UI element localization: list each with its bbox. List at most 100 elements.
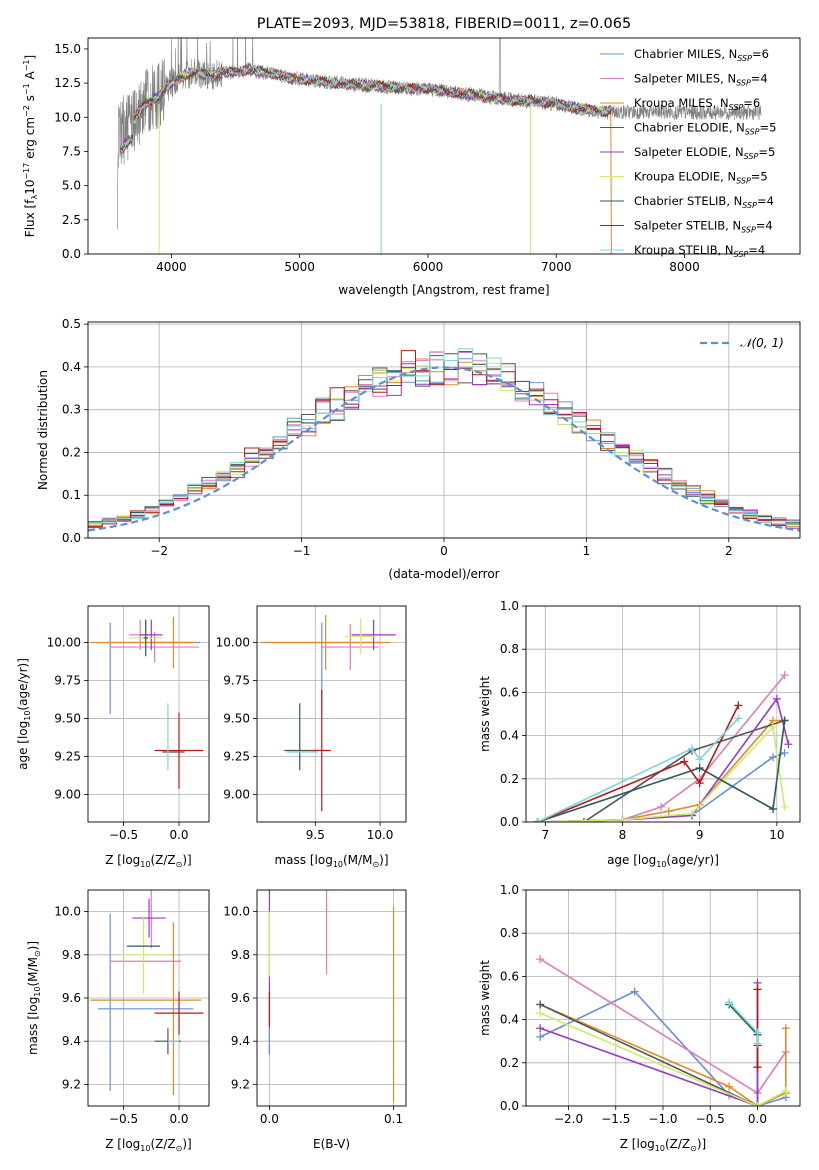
y-tick-label: 0.1 (62, 488, 81, 502)
y-tick-label: 9.2 (231, 1077, 250, 1091)
legend-entry: Chabrier ELODIE, NSSP=5 (634, 121, 776, 137)
weight-point-salpeter-elodie (784, 740, 793, 749)
weight-point-kroupa-stelib (753, 1039, 762, 1048)
x-axis-label: Z [log10(Z/Z⊙)] (620, 1137, 706, 1153)
y-tick-label: 2.5 (62, 213, 81, 227)
y-axis-label: mass [log10(M/M⊙)] (26, 941, 42, 1055)
weight-point-kroupa-miles (664, 807, 673, 816)
plot-area (88, 606, 209, 822)
y-tick-label: 0.2 (62, 445, 81, 459)
y-tick-label: 10.0 (54, 110, 81, 124)
weight-point-salpeter-stelib (734, 701, 743, 710)
weight-point-chabrier-elodie (536, 1000, 545, 1009)
x-tick-label: 8 (619, 828, 627, 842)
y-tick-label: 9.75 (54, 674, 81, 688)
weight-point-kroupa-stelib (734, 714, 743, 723)
y-axis-label: mass weight (478, 960, 492, 1036)
weight-point-chabrier-miles (780, 748, 789, 757)
y-tick-label: 0.6 (500, 969, 519, 983)
weight-point-kroupa-stelib (753, 1028, 762, 1037)
histogram-chabrier-stelib (88, 351, 800, 526)
weight-point-kroupa-elodie (781, 1086, 790, 1095)
x-axis-label: E(B-V) (313, 1137, 350, 1151)
weight-point-chabrier-miles (536, 1032, 545, 1041)
y-tick-label: 9.4 (62, 1034, 81, 1048)
y-tick-label: 10.00 (47, 636, 81, 650)
x-tick-label: 7000 (541, 260, 572, 274)
y-tick-label: 9.00 (54, 788, 81, 802)
weight-line-chabrier-stelib (537, 720, 786, 822)
x-axis-label: Z [log10(Z/Z⊙)] (105, 1137, 191, 1153)
y-axis-label: mass weight (478, 676, 492, 752)
axes-frame (87, 37, 801, 255)
x-tick-label: 0.0 (169, 1112, 188, 1126)
weight-point-salpeter-miles (536, 955, 545, 964)
plot-area (526, 606, 800, 822)
plot-area (257, 890, 406, 1106)
y-tick-label: 9.25 (54, 750, 81, 764)
weight-point-kroupa-elodie (618, 815, 627, 822)
mass-vs-metallicity-panel: −0.5 0.0 9.2 9.4 9.6 9.8 10.0 Z [log10(Z/Z⊙)] ma… (26, 889, 210, 1153)
x-axis-label: (data-model)/error (388, 567, 499, 581)
y-axis-label: age [log10(age/yr)] (16, 658, 32, 770)
y-tick-label: 5.0 (62, 179, 81, 193)
y-tick-label: 9.6 (231, 991, 250, 1005)
axes-frame (87, 889, 210, 1107)
weight-point-kroupa-miles (725, 1082, 734, 1091)
plot-area (257, 606, 406, 822)
y-tick-label: 10.00 (216, 636, 250, 650)
y-tick-label: 0.0 (500, 815, 519, 829)
y-tick-label: 9.00 (223, 788, 250, 802)
y-axis-label: Normed distribution (36, 370, 50, 490)
y-tick-label: 0.4 (500, 1013, 519, 1027)
mass-vs-ebv-panel: 0.0 0.1 9.2 9.4 9.6 9.8 10.0 E(B-V) (223, 889, 407, 1151)
weight-line-kroupa-miles (539, 1003, 787, 1106)
axes-frame (87, 321, 801, 539)
y-tick-label: 9.25 (223, 750, 250, 764)
y-tick-label: 9.8 (62, 948, 81, 962)
x-tick-label: −0.5 (696, 1112, 725, 1126)
plot-area (117, 38, 762, 254)
weight-point-chabrier-stelib (768, 805, 777, 814)
spectrum-panel: 4000 5000 6000 7000 8000 0.0 2.5 5.0 7.5 10.0 12.5… (22, 16, 801, 297)
weight-point-salpeter-stelib (695, 779, 704, 788)
y-tick-label: 0.4 (500, 729, 519, 743)
x-tick-label: −1 (293, 544, 311, 558)
weight-line-salpeter-stelib (537, 705, 740, 822)
x-tick-label: 7 (541, 828, 549, 842)
weight-point-kroupa-elodie (687, 809, 696, 818)
x-tick-label: 2 (725, 544, 733, 558)
weight-point-salpeter-miles (657, 802, 666, 811)
model-end-line (610, 114, 612, 254)
y-tick-label: 9.75 (223, 674, 250, 688)
x-tick-label: 0.0 (748, 1112, 767, 1126)
x-tick-label: −0.5 (109, 828, 138, 842)
x-tick-label: 0.0 (260, 1112, 279, 1126)
y-tick-label: 15.0 (54, 42, 81, 56)
x-tick-label: −2 (150, 544, 168, 558)
legend-entry: Salpeter MILES, NSSP=4 (634, 72, 768, 88)
legend-entry: Kroupa STELIB, NSSP=4 (634, 243, 765, 259)
x-tick-label: 10 (769, 828, 784, 842)
weight-vs-age-panel: 7 8 9 10 0.0 0.2 0.4 0.6 0.8 1.0 age [log10(age/yr… (478, 599, 801, 869)
legend-entry: Chabrier STELIB, NSSP=4 (634, 194, 774, 210)
weight-line-kroupa-stelib (537, 717, 739, 822)
chart-title: PLATE=2093, MJD=53818, FIBERID=0011, z=0… (257, 16, 631, 32)
y-tick-label: 0.2 (500, 1056, 519, 1070)
y-tick-label: 0.5 (62, 317, 81, 331)
x-axis-label: wavelength [Angstrom, rest frame] (338, 283, 549, 297)
y-axis-label: Flux [fλ10−17 erg cm−2 s−1 A−1] (22, 55, 39, 237)
weight-point-salpeter-elodie (772, 694, 781, 703)
x-tick-label: −0.5 (109, 1112, 138, 1126)
x-tick-label: 0.0 (169, 828, 188, 842)
x-tick-label: −2.0 (554, 1112, 583, 1126)
x-tick-label: 10.0 (367, 828, 394, 842)
y-tick-label: 10.0 (223, 905, 250, 919)
y-tick-label: 0.0 (62, 247, 81, 261)
x-tick-label: 4000 (156, 260, 187, 274)
x-tick-label: 0 (440, 544, 448, 558)
weight-point-salpeter-miles (780, 671, 789, 680)
x-axis-label: mass [log10(M/M⊙)] (274, 853, 388, 869)
y-tick-label: 0.4 (62, 360, 81, 374)
